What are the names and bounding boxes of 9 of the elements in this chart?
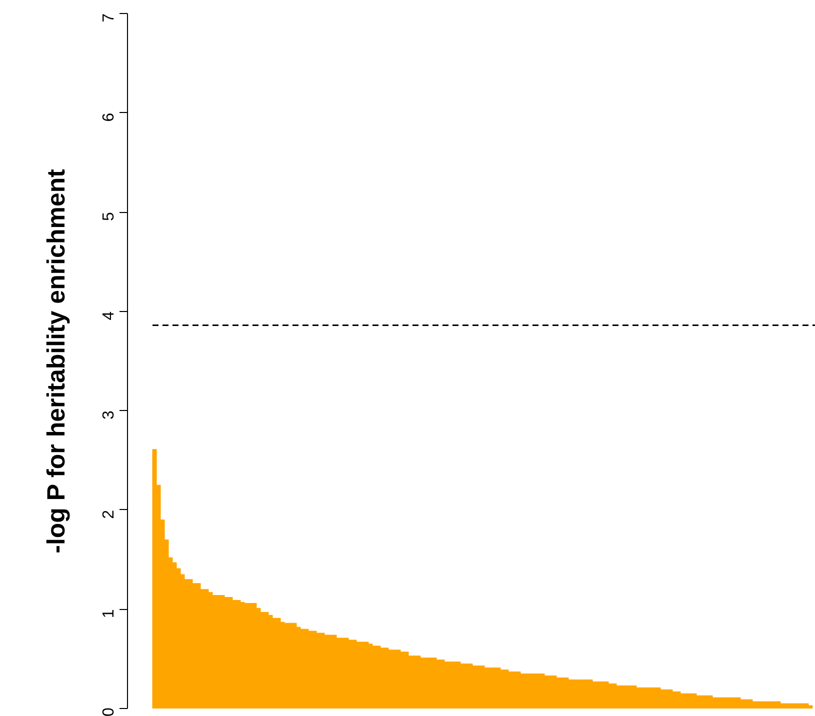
y-tick-label: 2 (100, 510, 118, 519)
y-tick-label: 7 (100, 13, 118, 22)
y-tick-label: 6 (100, 112, 118, 122)
y-axis-title: -log P for heritability enrichment (42, 168, 70, 554)
y-tick-label: 5 (100, 212, 118, 221)
y-tick-label: 0 (100, 708, 118, 716)
y-tick-label: 4 (100, 311, 118, 320)
y-tick-label: 1 (100, 609, 118, 618)
y-tick-label: 3 (100, 410, 118, 420)
